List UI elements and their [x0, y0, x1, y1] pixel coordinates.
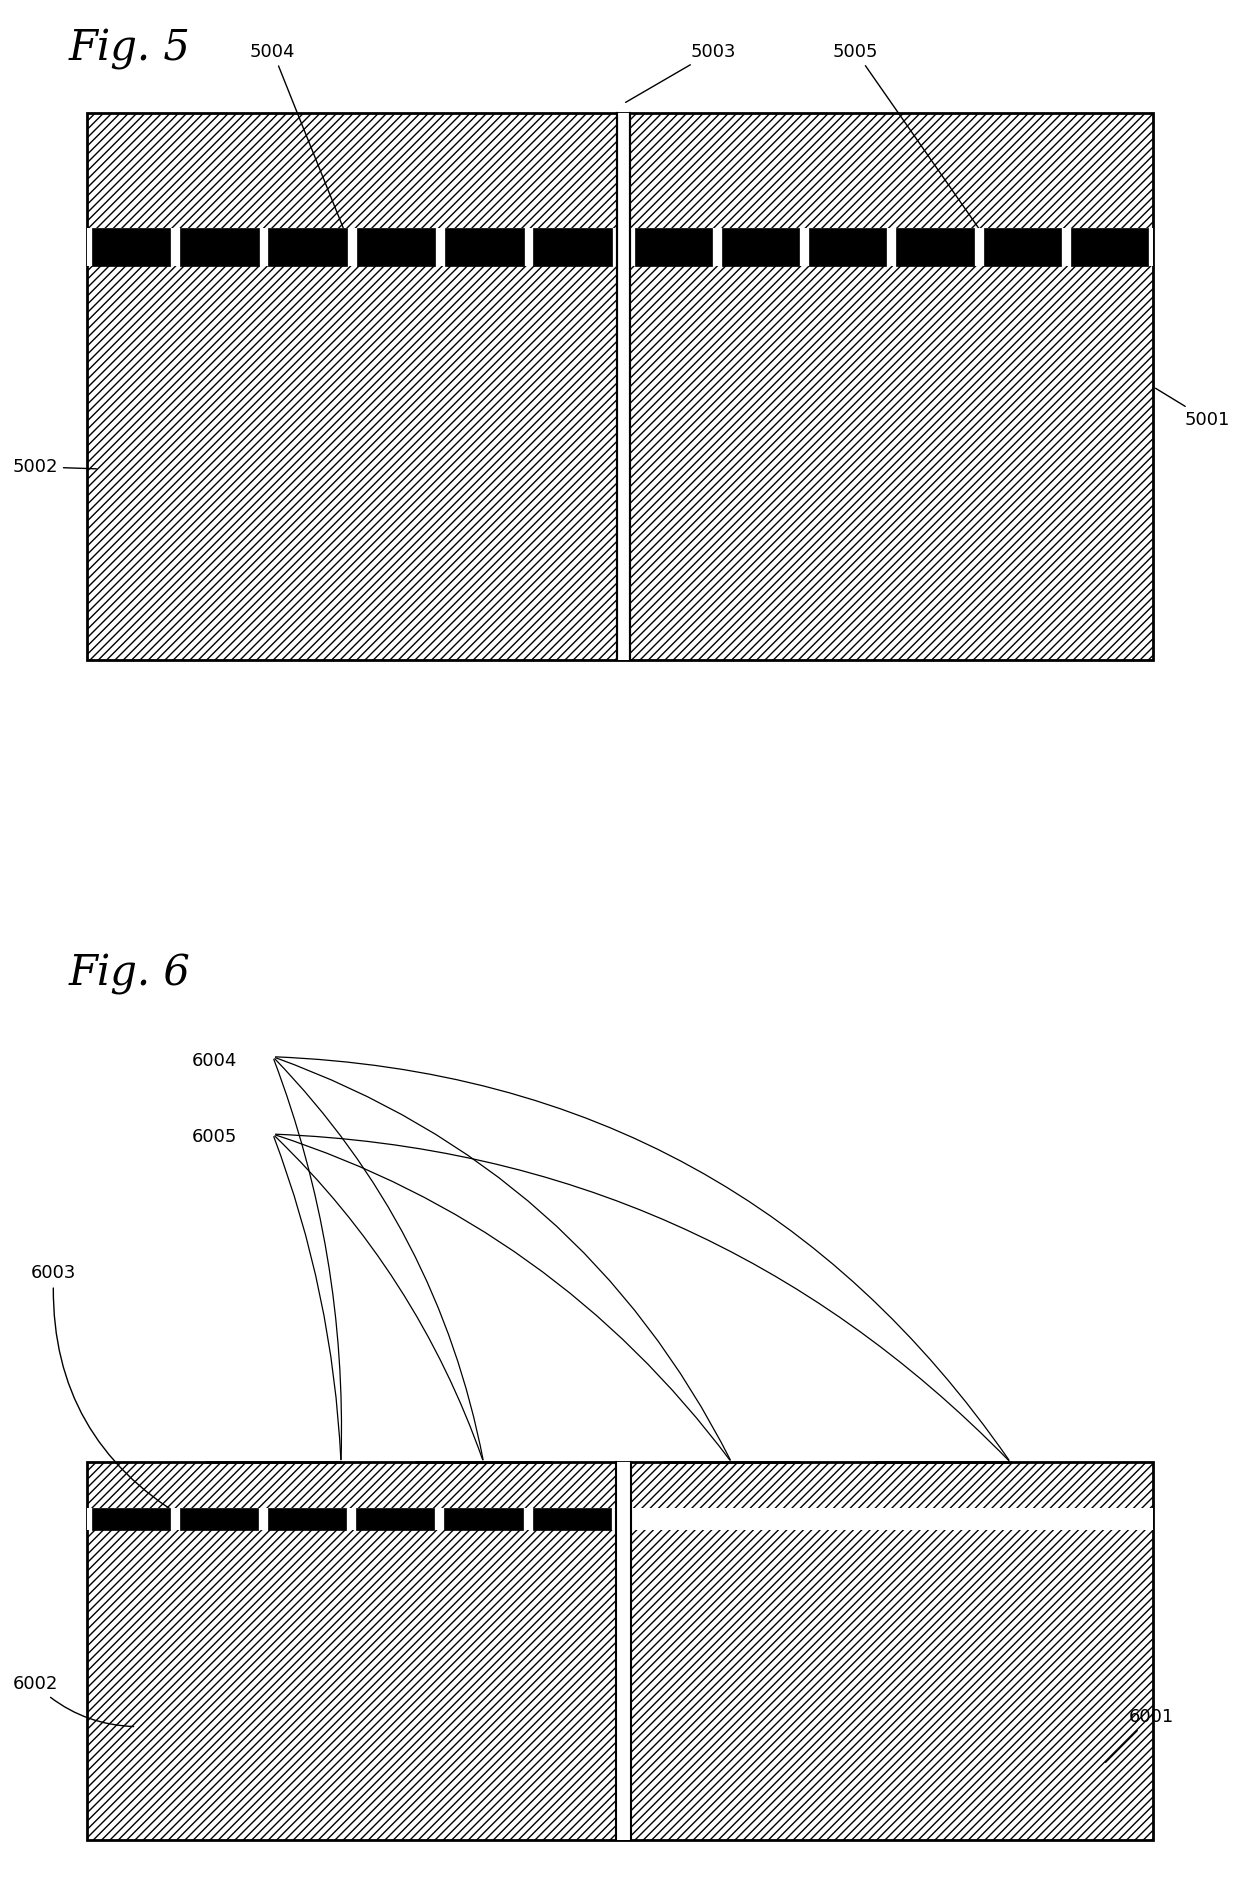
- Bar: [808, 228, 887, 266]
- Text: 5005: 5005: [833, 43, 991, 245]
- Text: Fig. 5: Fig. 5: [68, 28, 190, 70]
- Bar: [268, 228, 347, 266]
- Bar: [616, 1462, 631, 1840]
- Bar: [722, 228, 799, 266]
- Bar: [356, 1508, 434, 1530]
- Text: 6005: 6005: [192, 1128, 238, 1145]
- Bar: [1071, 228, 1148, 266]
- Bar: [357, 228, 435, 266]
- Bar: [616, 113, 630, 660]
- Bar: [87, 1462, 1153, 1840]
- Bar: [180, 228, 258, 266]
- Bar: [87, 1462, 1153, 1840]
- Bar: [533, 228, 611, 266]
- Text: 6003: 6003: [31, 1264, 184, 1517]
- Text: 5001: 5001: [1156, 389, 1230, 428]
- Text: 5003: 5003: [626, 43, 735, 102]
- Text: 5004: 5004: [250, 43, 346, 236]
- Bar: [87, 228, 1153, 266]
- Bar: [635, 228, 712, 266]
- Bar: [92, 228, 170, 266]
- Bar: [180, 1508, 258, 1530]
- Bar: [444, 1508, 522, 1530]
- Bar: [445, 228, 523, 266]
- Text: 6002: 6002: [12, 1676, 134, 1727]
- Bar: [983, 228, 1061, 266]
- Text: 6001: 6001: [1106, 1708, 1173, 1762]
- Text: Fig. 6: Fig. 6: [68, 953, 190, 994]
- Bar: [92, 1508, 170, 1530]
- Bar: [897, 228, 973, 266]
- Bar: [87, 1508, 1153, 1530]
- Text: 6004: 6004: [192, 1053, 238, 1070]
- Bar: [616, 228, 630, 266]
- Bar: [87, 113, 1153, 660]
- Bar: [532, 1508, 611, 1530]
- Bar: [87, 113, 1153, 660]
- Bar: [268, 1508, 346, 1530]
- Text: 5002: 5002: [12, 459, 97, 476]
